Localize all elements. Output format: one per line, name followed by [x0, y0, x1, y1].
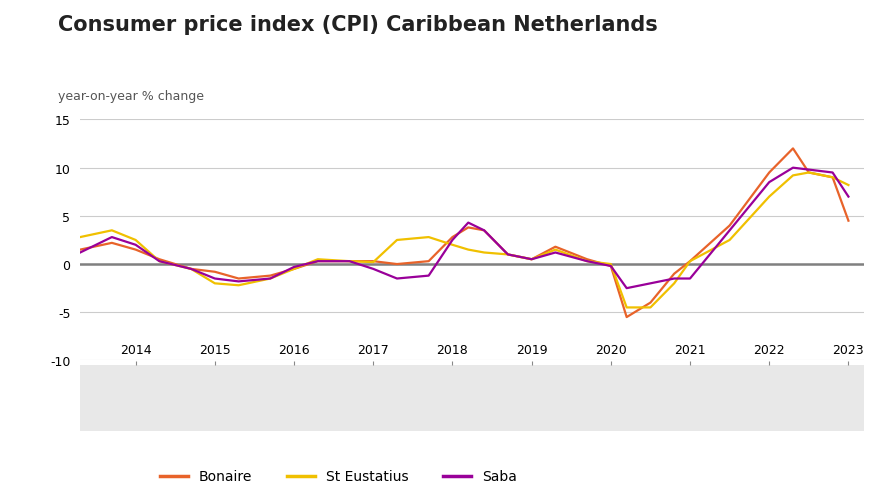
- Legend: Bonaire, St Eustatius, Saba: Bonaire, St Eustatius, Saba: [154, 464, 523, 489]
- Text: Consumer price index (CPI) Caribbean Netherlands: Consumer price index (CPI) Caribbean Net…: [58, 15, 658, 35]
- Text: year-on-year % change: year-on-year % change: [58, 90, 204, 103]
